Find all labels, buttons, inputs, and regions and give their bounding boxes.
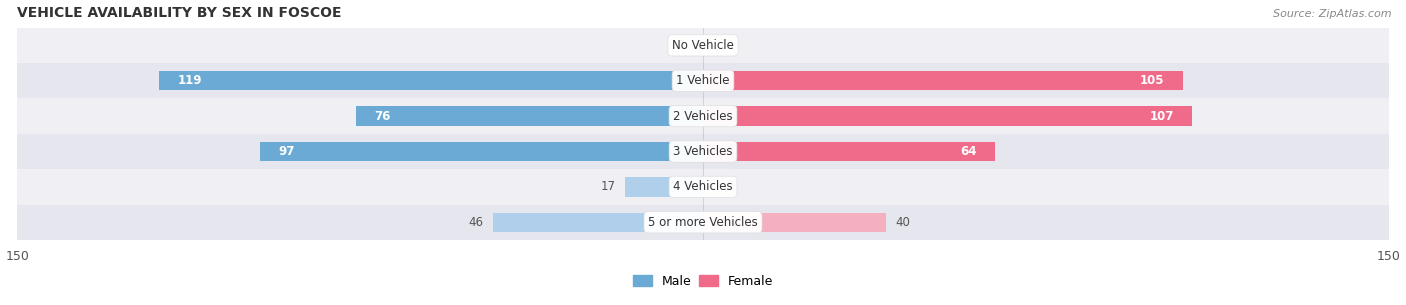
Bar xyxy=(17,134,1389,169)
Text: 0: 0 xyxy=(725,39,733,52)
Bar xyxy=(693,36,703,55)
Bar xyxy=(703,106,1192,126)
Bar xyxy=(703,71,1182,91)
Text: No Vehicle: No Vehicle xyxy=(672,39,734,52)
Text: 5 or more Vehicles: 5 or more Vehicles xyxy=(648,216,758,229)
Text: Source: ZipAtlas.com: Source: ZipAtlas.com xyxy=(1274,9,1392,19)
Text: 17: 17 xyxy=(602,180,616,193)
Text: 107: 107 xyxy=(1149,109,1174,123)
Bar xyxy=(626,177,703,197)
Text: 1 Vehicle: 1 Vehicle xyxy=(676,74,730,87)
Text: 4 Vehicles: 4 Vehicles xyxy=(673,180,733,193)
Bar xyxy=(703,213,886,232)
Bar xyxy=(17,63,1389,99)
Text: 3 Vehicles: 3 Vehicles xyxy=(673,145,733,158)
Bar xyxy=(17,99,1389,134)
Text: 76: 76 xyxy=(374,109,391,123)
Text: 2 Vehicles: 2 Vehicles xyxy=(673,109,733,123)
Text: 2: 2 xyxy=(678,39,685,52)
Legend: Male, Female: Male, Female xyxy=(628,270,778,293)
Text: 105: 105 xyxy=(1140,74,1164,87)
Text: 119: 119 xyxy=(177,74,202,87)
Bar xyxy=(17,205,1389,240)
Text: 97: 97 xyxy=(278,145,294,158)
Text: 46: 46 xyxy=(468,216,484,229)
Bar xyxy=(260,142,703,161)
Bar xyxy=(159,71,703,91)
Bar xyxy=(17,28,1389,63)
Text: 0: 0 xyxy=(725,180,733,193)
Text: 64: 64 xyxy=(960,145,977,158)
Bar xyxy=(703,142,995,161)
Bar xyxy=(492,213,703,232)
Text: VEHICLE AVAILABILITY BY SEX IN FOSCOE: VEHICLE AVAILABILITY BY SEX IN FOSCOE xyxy=(17,5,342,20)
Bar xyxy=(17,169,1389,205)
Text: 40: 40 xyxy=(896,216,910,229)
Bar xyxy=(356,106,703,126)
